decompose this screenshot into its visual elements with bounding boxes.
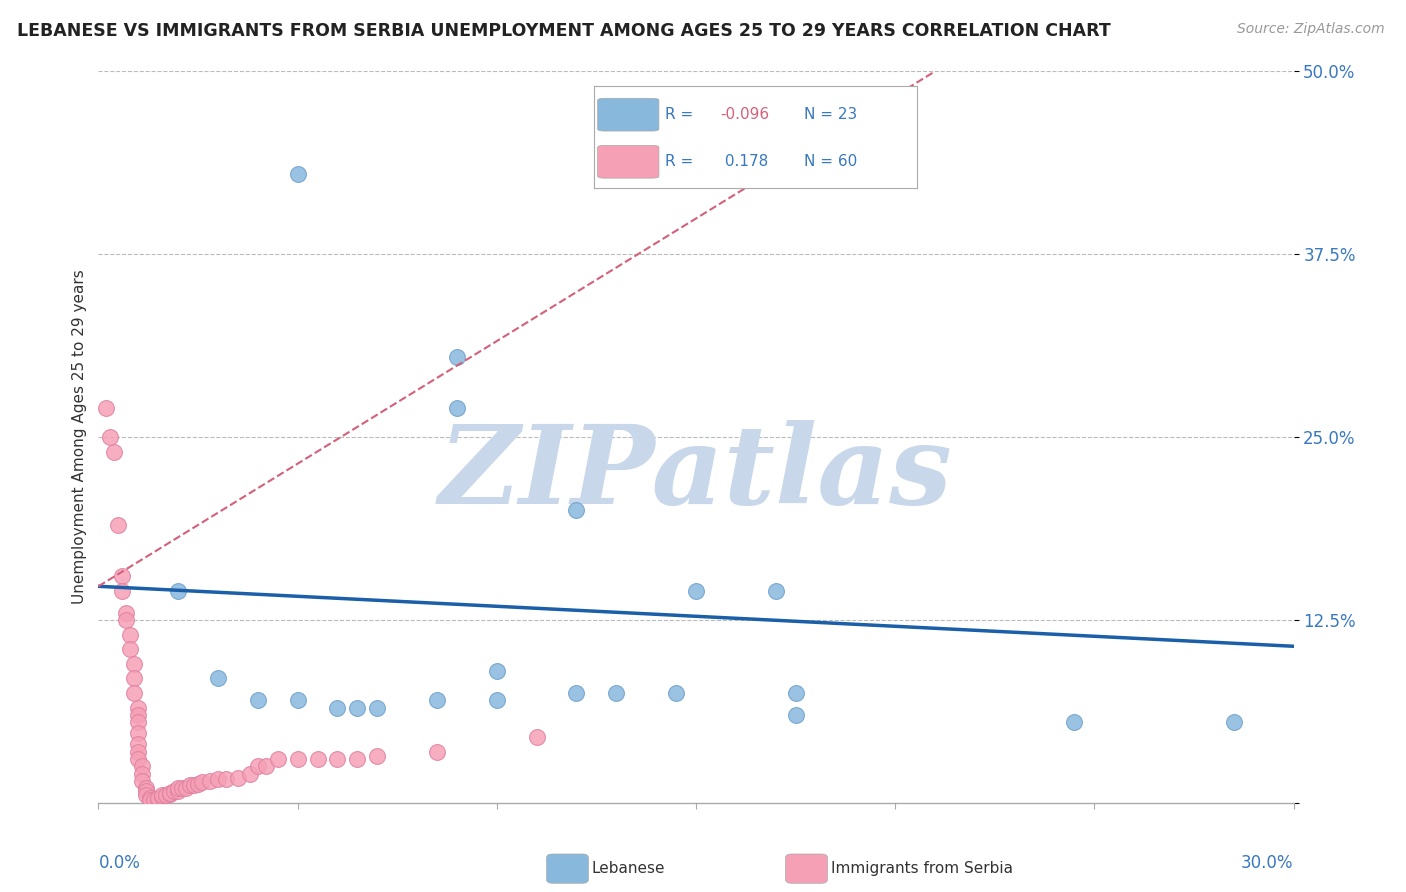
Text: Immigrants from Serbia: Immigrants from Serbia [831,861,1012,876]
Point [159,786,181,800]
Point [98,430,122,444]
Point [526,730,548,744]
Point [1223,715,1246,730]
Point [326,752,349,766]
Point [139,791,162,805]
Point [167,781,190,796]
Point [346,700,368,714]
Point [287,167,309,181]
Point [155,789,177,803]
Point [131,773,153,788]
Point [96,401,118,415]
Point [124,657,146,671]
Point [135,789,157,803]
Point [135,784,157,798]
Point [1063,715,1085,730]
Point [239,766,262,780]
Point [785,708,807,723]
Text: ZIPatlas: ZIPatlas [439,420,953,527]
Point [485,664,508,678]
Text: Source: ZipAtlas.com: Source: ZipAtlas.com [1237,22,1385,37]
Point [207,672,229,686]
Point [131,766,153,780]
Point [426,745,449,759]
Point [172,781,194,796]
Point [115,606,138,620]
Point [115,613,138,627]
Point [148,791,170,805]
Point [685,583,707,598]
Point [139,793,162,807]
Point [150,789,173,803]
Point [215,772,238,787]
Point [183,778,205,792]
Point [426,693,449,707]
Point [565,503,588,517]
Point [111,569,134,583]
Point [174,781,197,796]
Point [127,752,149,766]
Point [111,583,134,598]
Point [150,789,173,804]
Point [346,752,368,766]
FancyBboxPatch shape [547,854,589,883]
Point [107,517,129,532]
Point [127,725,149,739]
Point [246,759,269,773]
Point [287,693,309,707]
Point [131,759,153,773]
Point [159,787,181,801]
FancyBboxPatch shape [786,854,827,883]
Point [267,752,290,766]
Point [785,686,807,700]
Point [191,775,214,789]
Point [179,778,201,792]
Point [246,693,269,707]
Point [326,700,349,714]
Point [254,759,277,773]
Y-axis label: Unemployment Among Ages 25 to 29 years: Unemployment Among Ages 25 to 29 years [72,269,87,605]
Point [167,583,190,598]
Point [366,749,388,764]
Point [124,672,146,686]
Point [207,772,229,787]
Point [446,350,468,364]
Point [226,771,249,785]
Point [765,583,787,598]
Point [307,752,329,766]
Point [366,700,388,714]
Point [665,686,688,700]
Point [120,642,142,657]
Point [485,693,508,707]
Point [143,793,166,807]
Point [135,781,157,796]
Text: Lebanese: Lebanese [592,861,665,876]
Text: 30.0%: 30.0% [1241,854,1294,872]
Point [287,752,309,766]
Point [127,700,149,714]
Point [148,793,170,807]
Point [167,784,190,798]
Text: 0.0%: 0.0% [98,854,141,872]
Point [446,401,468,415]
Point [565,686,588,700]
Point [127,715,149,730]
Text: LEBANESE VS IMMIGRANTS FROM SERBIA UNEMPLOYMENT AMONG AGES 25 TO 29 YEARS CORREL: LEBANESE VS IMMIGRANTS FROM SERBIA UNEMP… [17,22,1111,40]
Point [187,777,209,791]
Point [605,686,627,700]
Point [198,773,221,788]
Point [103,444,125,458]
Point [127,737,149,751]
Point [120,627,142,641]
Point [124,686,146,700]
Point [163,784,186,798]
Point [127,708,149,723]
Point [127,745,149,759]
